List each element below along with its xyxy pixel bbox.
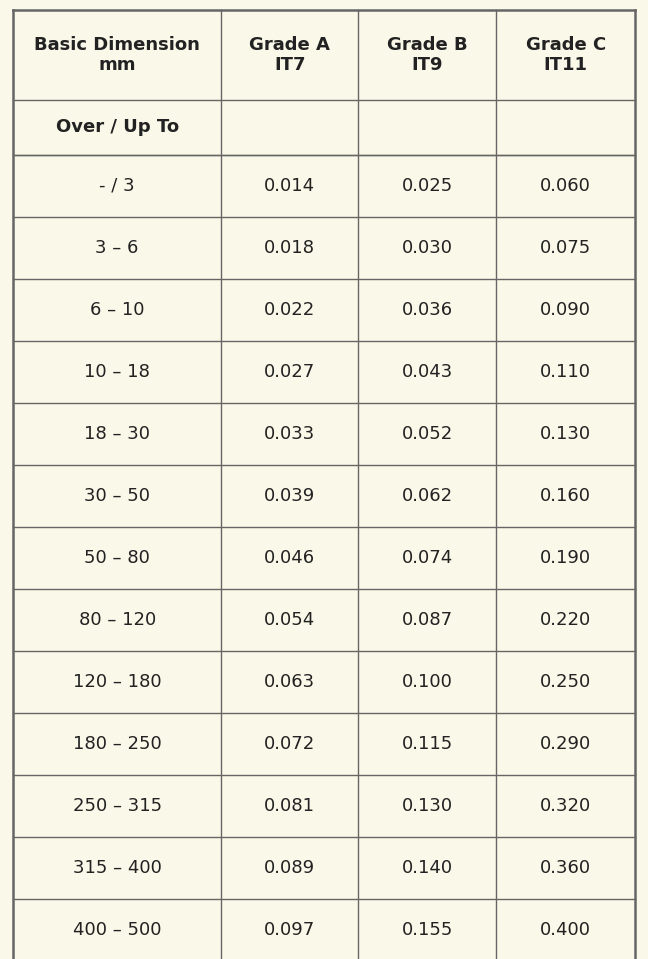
Text: 0.160: 0.160 — [540, 487, 591, 505]
Text: 0.030: 0.030 — [402, 239, 453, 257]
Text: 0.090: 0.090 — [540, 301, 591, 319]
Text: 0.046: 0.046 — [264, 549, 316, 567]
Text: 400 – 500: 400 – 500 — [73, 921, 161, 939]
Text: 0.089: 0.089 — [264, 859, 316, 877]
Text: 0.075: 0.075 — [540, 239, 591, 257]
Text: Over / Up To: Over / Up To — [56, 119, 179, 136]
Text: 0.072: 0.072 — [264, 735, 316, 753]
Text: 180 – 250: 180 – 250 — [73, 735, 161, 753]
Text: - / 3: - / 3 — [99, 177, 135, 195]
Text: 315 – 400: 315 – 400 — [73, 859, 161, 877]
Text: 0.060: 0.060 — [540, 177, 591, 195]
Text: 250 – 315: 250 – 315 — [73, 797, 162, 815]
Text: 0.190: 0.190 — [540, 549, 591, 567]
Text: 3 – 6: 3 – 6 — [95, 239, 139, 257]
Text: 0.052: 0.052 — [402, 425, 453, 443]
Text: 0.074: 0.074 — [402, 549, 453, 567]
Text: 0.400: 0.400 — [540, 921, 591, 939]
Text: 0.250: 0.250 — [540, 673, 591, 691]
Text: 0.360: 0.360 — [540, 859, 591, 877]
Text: 0.097: 0.097 — [264, 921, 316, 939]
Text: 10 – 18: 10 – 18 — [84, 363, 150, 381]
Text: 0.025: 0.025 — [402, 177, 453, 195]
Text: 0.140: 0.140 — [402, 859, 453, 877]
Text: 0.087: 0.087 — [402, 611, 453, 629]
Text: 0.081: 0.081 — [264, 797, 316, 815]
Text: 0.130: 0.130 — [540, 425, 591, 443]
Text: 6 – 10: 6 – 10 — [90, 301, 145, 319]
Text: 0.155: 0.155 — [402, 921, 453, 939]
Text: 0.043: 0.043 — [402, 363, 453, 381]
Text: 0.100: 0.100 — [402, 673, 453, 691]
Text: 0.022: 0.022 — [264, 301, 316, 319]
Text: 0.220: 0.220 — [540, 611, 591, 629]
Text: 0.036: 0.036 — [402, 301, 453, 319]
Text: 0.110: 0.110 — [540, 363, 591, 381]
Text: 0.062: 0.062 — [402, 487, 453, 505]
Text: 80 – 120: 80 – 120 — [78, 611, 156, 629]
Text: 0.014: 0.014 — [264, 177, 316, 195]
Text: 0.290: 0.290 — [540, 735, 591, 753]
Text: 0.063: 0.063 — [264, 673, 316, 691]
Text: 0.033: 0.033 — [264, 425, 316, 443]
Text: 0.039: 0.039 — [264, 487, 316, 505]
Text: 30 – 50: 30 – 50 — [84, 487, 150, 505]
Text: 50 – 80: 50 – 80 — [84, 549, 150, 567]
Text: 0.054: 0.054 — [264, 611, 316, 629]
Text: 18 – 30: 18 – 30 — [84, 425, 150, 443]
Text: Grade B
IT9: Grade B IT9 — [387, 35, 468, 75]
Text: 120 – 180: 120 – 180 — [73, 673, 161, 691]
Text: Grade A
IT7: Grade A IT7 — [249, 35, 330, 75]
Text: 0.018: 0.018 — [264, 239, 316, 257]
Text: 0.115: 0.115 — [402, 735, 453, 753]
Text: Grade C
IT11: Grade C IT11 — [526, 35, 606, 75]
Text: Basic Dimension
mm: Basic Dimension mm — [34, 35, 200, 75]
Text: 0.130: 0.130 — [402, 797, 453, 815]
Text: 0.027: 0.027 — [264, 363, 316, 381]
Text: 0.320: 0.320 — [540, 797, 591, 815]
